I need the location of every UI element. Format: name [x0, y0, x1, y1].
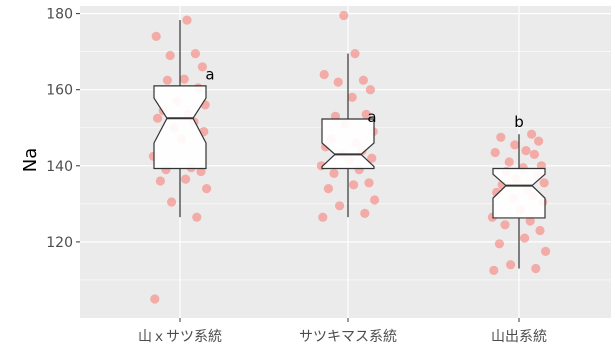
data-point [496, 132, 506, 142]
data-point [489, 265, 499, 275]
x-tick-label: サツキマス系統 [299, 329, 397, 345]
data-point [155, 176, 165, 186]
data-point [192, 212, 202, 222]
y-tick-label: 160 [46, 83, 73, 99]
data-point [534, 136, 544, 146]
data-point [510, 140, 520, 150]
x-tick-label: 山ｘサツ系統 [138, 329, 222, 345]
notched-box [153, 85, 207, 170]
data-point [539, 178, 549, 188]
data-point [541, 246, 551, 256]
x-tick-label: 山出系統 [491, 329, 547, 345]
data-point [202, 184, 212, 194]
data-point [367, 153, 377, 163]
notched-box [492, 167, 546, 219]
data-point [335, 201, 345, 211]
data-point [151, 31, 161, 41]
data-point [521, 146, 531, 156]
data-point [350, 49, 360, 59]
data-point [527, 129, 537, 139]
data-point [365, 85, 375, 95]
data-point [358, 75, 368, 85]
data-point [190, 49, 200, 59]
data-point [319, 69, 329, 80]
y-tick-label: 120 [46, 235, 73, 251]
data-point [339, 10, 349, 21]
data-point [506, 260, 516, 270]
data-point [360, 208, 370, 218]
data-point [347, 92, 357, 102]
data-point [361, 109, 371, 119]
data-point [165, 50, 175, 61]
significance-letters: a a b [205, 65, 523, 131]
data-point [349, 180, 359, 190]
data-point [318, 212, 328, 222]
boxes [153, 20, 546, 269]
data-point [197, 62, 207, 72]
y-tick-label: 180 [46, 7, 73, 23]
data-point [167, 197, 177, 207]
x-axis: 山ｘサツ系統 サツキマス系統 山出系統 [138, 318, 547, 345]
significance-letter: b [514, 113, 524, 131]
data-point [520, 233, 530, 243]
data-point [490, 147, 500, 158]
data-point [529, 149, 540, 159]
data-point [179, 74, 189, 84]
y-axis-label: Na [20, 148, 41, 173]
data-point [162, 75, 172, 85]
data-point [182, 15, 192, 25]
data-point [364, 178, 374, 188]
data-point [196, 166, 206, 177]
y-axis: 120 140 160 180 [46, 7, 80, 251]
data-point [150, 294, 160, 304]
data-point [153, 113, 163, 123]
significance-letter: a [205, 65, 214, 83]
data-point [525, 216, 535, 226]
data-point [531, 263, 541, 274]
y-tick-label: 140 [46, 159, 73, 175]
data-point [500, 220, 510, 230]
data-point [323, 184, 333, 194]
data-point [370, 195, 380, 205]
significance-letter: a [367, 108, 376, 126]
data-point [333, 77, 343, 87]
data-point [181, 174, 191, 184]
data-point [504, 157, 514, 167]
data-point [494, 239, 504, 249]
data-point [329, 168, 339, 178]
notched-box [321, 118, 375, 170]
data-point [535, 225, 545, 236]
